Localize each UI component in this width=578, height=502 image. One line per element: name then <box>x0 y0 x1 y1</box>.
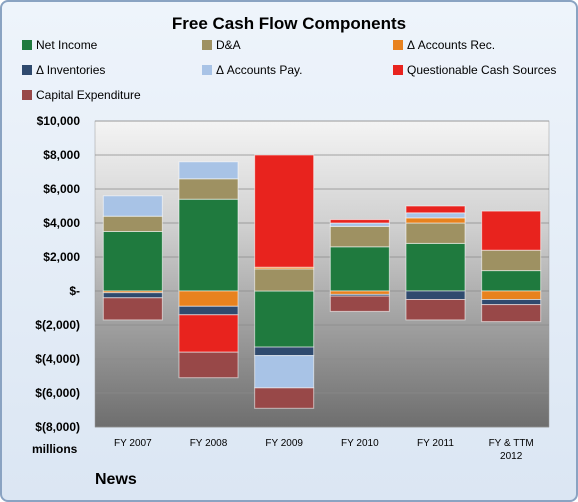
legend-swatch <box>202 65 212 75</box>
legend-label: Δ Accounts Rec. <box>407 38 496 52</box>
bar-segment <box>405 299 466 321</box>
y-tick-label: $6,000 <box>43 182 80 196</box>
bar-segment <box>254 346 315 357</box>
bar-segment <box>102 292 163 299</box>
legend-item: Questionable Cash Sources <box>393 63 556 77</box>
y-tick-label: $(8,000) <box>35 420 80 434</box>
bar-segment <box>329 219 390 224</box>
bar-segment <box>178 178 239 200</box>
bar-segment <box>178 314 239 353</box>
bar-segment <box>481 304 542 323</box>
units-label: millions <box>32 442 78 456</box>
bar-segment <box>178 161 239 180</box>
legend-swatch <box>22 90 32 100</box>
bar-segment <box>405 217 466 224</box>
y-tick-label: $2,000 <box>43 250 80 264</box>
bar-segment <box>254 268 315 292</box>
x-tick-label: FY 2007 <box>114 438 152 449</box>
bar-segment <box>329 246 390 292</box>
bar-segment <box>329 225 390 248</box>
bar-segment <box>178 290 239 307</box>
y-tick-label: $(6,000) <box>35 386 80 400</box>
y-tick-label: $10,000 <box>37 114 81 128</box>
legend-item: Δ Accounts Rec. <box>393 38 495 52</box>
y-tick-label: $(2,000) <box>35 318 80 332</box>
legend-item: D&A <box>202 38 241 52</box>
bar-segment <box>405 205 466 214</box>
y-tick-label: $4,000 <box>43 216 80 230</box>
legend-swatch <box>393 65 403 75</box>
legend-label: Δ Inventories <box>36 63 106 77</box>
bar-segment <box>329 290 390 295</box>
x-tick-label: FY 2011 <box>417 438 454 449</box>
bar-segment <box>178 198 239 292</box>
legend-item: Δ Accounts Pay. <box>202 63 303 77</box>
bar-segment <box>254 355 315 389</box>
x-tick-label: FY 2009 <box>265 438 303 449</box>
legend-label: Questionable Cash Sources <box>407 63 557 77</box>
bar-segment <box>102 215 163 232</box>
legend-swatch <box>393 40 403 50</box>
bar-segment <box>405 222 466 244</box>
x-tick-label: FY 2008 <box>190 438 228 449</box>
bar-segment <box>405 290 466 300</box>
legend-label: Δ Accounts Pay. <box>216 63 303 77</box>
legend-item: Net Income <box>22 38 97 52</box>
y-tick-label: $8,000 <box>43 148 80 162</box>
bar-segment <box>405 212 466 219</box>
chart-title: Free Cash Flow Components <box>171 14 407 33</box>
bar-segment <box>102 297 163 321</box>
legend-label: D&A <box>216 38 241 52</box>
bar-segment <box>178 305 239 316</box>
y-tick-label: $(4,000) <box>35 352 80 366</box>
bar-segment <box>254 154 315 268</box>
plot-area <box>94 120 550 428</box>
bar-segment <box>481 270 542 292</box>
legend-swatch <box>202 40 212 50</box>
legend-label: Capital Expenditure <box>36 88 141 102</box>
bar-segment <box>329 295 390 312</box>
legend-label: Net Income <box>36 38 98 52</box>
bar-segment <box>481 299 542 306</box>
legend-swatch <box>22 40 32 50</box>
legend-item: Capital Expenditure <box>22 88 141 102</box>
bar-segment <box>481 210 542 251</box>
bar-segment <box>102 195 163 217</box>
x-tick-label: FY 2010 <box>341 438 379 449</box>
bar-segment <box>102 231 163 292</box>
bar-segment <box>481 249 542 272</box>
bar-segment <box>329 222 390 227</box>
y-tick-label: $- <box>69 284 80 298</box>
bar-segment <box>254 290 315 348</box>
bar-segment <box>178 351 239 379</box>
bar-segment <box>481 290 542 300</box>
legend-item: Δ Inventories <box>22 63 105 77</box>
legend-swatch <box>22 65 32 75</box>
x-tick-label: FY & TTM 2012 <box>489 438 534 462</box>
source-label: News <box>95 471 137 488</box>
bar-segment <box>405 242 466 292</box>
bar-segment <box>254 387 315 409</box>
